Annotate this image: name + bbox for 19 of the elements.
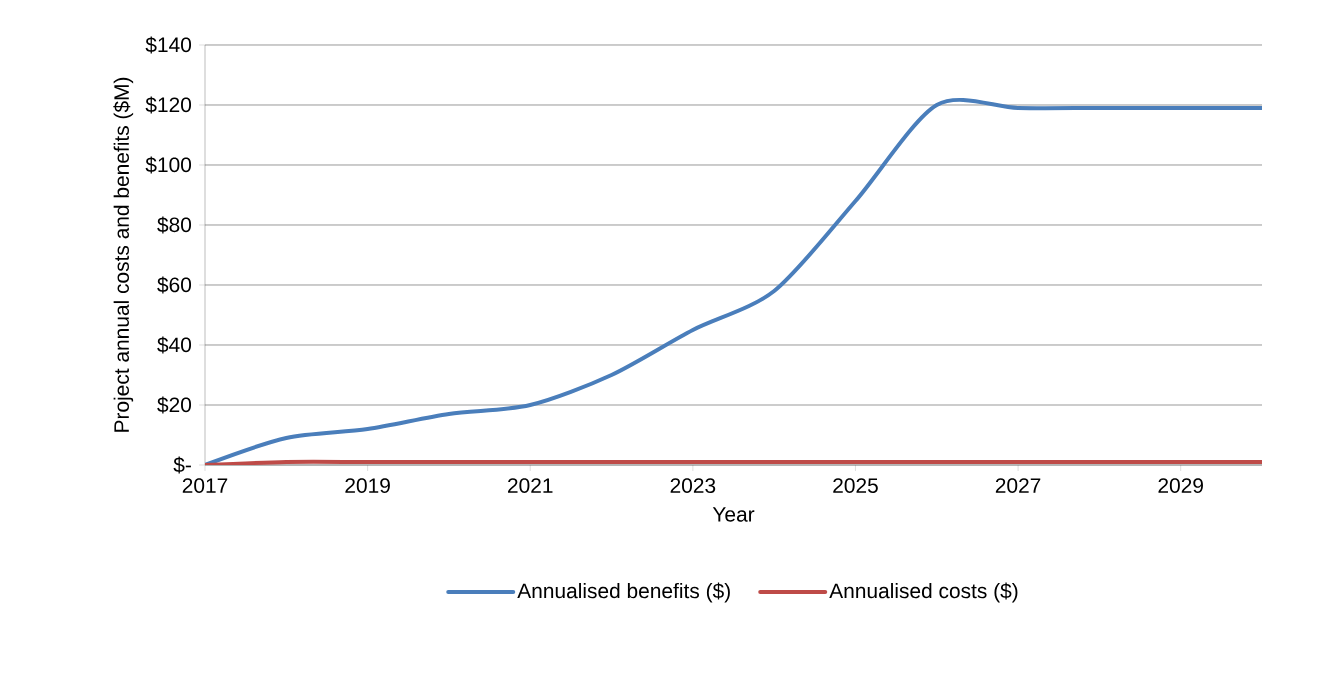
y-tick-label: $40 — [157, 336, 192, 354]
x-tick-label: 2029 — [1158, 478, 1203, 493]
y-tick-label: $120 — [145, 96, 192, 114]
y-tick-label: $100 — [145, 156, 192, 174]
legend-label: Annualised benefits ($) — [517, 582, 730, 603]
y-tick-label: $80 — [157, 216, 192, 234]
x-tick-label: 2019 — [345, 478, 390, 493]
y-axis-title: Project annual costs and benefits ($M) — [113, 77, 134, 432]
legend-label: Annualised costs ($) — [829, 582, 1018, 603]
y-tick-label: $60 — [157, 276, 192, 294]
x-axis-title: Year — [712, 507, 755, 522]
x-tick-label: 2017 — [182, 478, 228, 493]
x-tick-label: 2021 — [508, 478, 553, 493]
x-tick-label: 2025 — [833, 478, 878, 493]
y-tick-label: $140 — [145, 36, 192, 54]
x-tick-label: 2027 — [995, 478, 1041, 493]
y-tick-label: $20 — [157, 396, 192, 414]
y-tick-label: $- — [173, 456, 191, 474]
x-tick-label: 2023 — [670, 478, 716, 493]
